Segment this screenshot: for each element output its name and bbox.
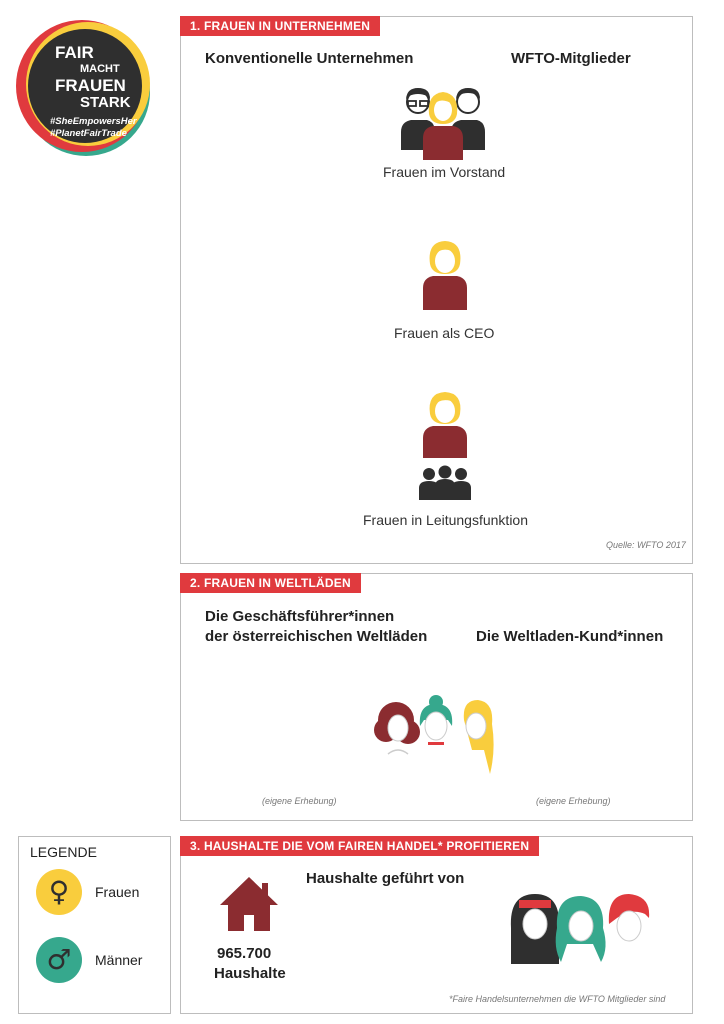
- pie-leitung-konventionell-slice-frauen: [302, 399, 355, 452]
- pie-vorstand-wfto-slice-maenner: [518, 79, 572, 185]
- pie-haushalte-slice-maenner: [333, 890, 386, 947]
- section-3-heading: Haushalte geführt von: [306, 870, 465, 887]
- logo-line4: STARK: [80, 94, 131, 111]
- pie-weltladen-kunden-label-frauen: 80%: [554, 743, 590, 763]
- pie-ceo-konventionell-label-frauen: 9%: [311, 256, 337, 276]
- female-symbol: ♀: [49, 875, 70, 908]
- caption-vorstand: Frauen im Vorstand: [383, 164, 506, 180]
- note-right: (eigene Erhebung): [536, 796, 611, 806]
- household-count: 965.700: [217, 945, 272, 962]
- section-1-left-heading: Konventionelle Unternehmen: [205, 50, 414, 67]
- pie-leitung-wfto-slice-maenner: [519, 399, 572, 504]
- pie-weltladen-geschaeftsfuehrer-slice-frauen: [249, 680, 356, 787]
- ceo-illustration: [423, 241, 467, 310]
- women-faces-illustration: [374, 695, 494, 774]
- diverse-women-illustration: [510, 894, 650, 964]
- pie-ceo-konventionell-slice-frauen: [302, 239, 331, 292]
- pie-vorstand-konventionell-label-frauen: 12%: [306, 96, 342, 116]
- logo-line1: FAIR: [55, 43, 94, 62]
- logo: FAIR MACHT FRAUEN STARK #SheEmpowersHer …: [16, 20, 150, 156]
- pie-haushalte-slice-frauen: [333, 890, 439, 996]
- logo-line2: MACHT: [80, 63, 120, 75]
- pie-leitung-wfto-label-frauen: 54%: [577, 444, 613, 464]
- pie-weltladen-geschaeftsfuehrer-slice-maenner: [254, 680, 302, 733]
- pie-vorstand-wfto-label-maenner: 49%: [531, 124, 567, 144]
- pie-haushalte-label-frauen: 74%: [368, 953, 404, 973]
- pie-vorstand-konventionell-label-maenner: 88%: [274, 146, 310, 166]
- female-symbol-icon: ♀: [36, 869, 82, 915]
- household-count-label: Haushalte: [214, 965, 286, 982]
- legend-panel: [18, 836, 171, 1014]
- legend-men-label: Männer: [95, 952, 143, 968]
- note-left: (eigene Erhebung): [262, 796, 337, 806]
- pie-vorstand-konventionell-slice-frauen: [302, 79, 339, 132]
- source-note: Quelle: WFTO 2017: [606, 540, 686, 550]
- pie-leitung-konventionell-label-maenner: 76%: [274, 466, 310, 486]
- pie-weltladen-geschaeftsfuehrer-label-maenner: 18%: [262, 697, 298, 717]
- logo-tag1: #SheEmpowersHer: [50, 116, 138, 127]
- section-3-banner: 3. HAUSHALTE DIE VOM FAIREN HANDEL* PROF…: [180, 836, 540, 856]
- pie-leitung-wfto-label-maenner: 46%: [531, 444, 567, 464]
- section-1-right-heading: WFTO-Mitglieder: [511, 50, 631, 67]
- section-1-banner: 1. FRAUEN IN UNTERNEHMEN: [180, 16, 381, 36]
- legend-women-label: Frauen: [95, 884, 140, 900]
- pie-weltladen-kunden-slice-frauen: [519, 680, 626, 786]
- board-members-illustration: [401, 88, 485, 160]
- pie-vorstand-wfto-label-frauen: 51%: [577, 124, 613, 144]
- male-symbol-icon: ♂: [36, 937, 82, 983]
- section-2-right-heading: Die Weltladen-Kund*innen: [476, 628, 664, 645]
- section-2-left-heading-2: der österreichischen Weltläden: [205, 628, 428, 645]
- pie-ceo-wfto-slice-frauen: [565, 243, 625, 349]
- legend-title: LEGENDE: [30, 844, 97, 860]
- male-symbol: ♂: [46, 943, 71, 976]
- house-icon: [220, 877, 278, 931]
- pie-ceo-konventionell-label-maenner: 91%: [274, 306, 310, 326]
- logo-tag2: #PlanetFairTrade: [50, 128, 128, 139]
- pie-ceo-wfto-label-maenner: 48%: [531, 288, 567, 308]
- pie-weltladen-kunden-label-maenner: 20%: [532, 697, 568, 717]
- pie-ceo-wfto-label-frauen: 52%: [577, 288, 613, 308]
- pie-haushalte-label-maenner: 26%: [346, 907, 382, 927]
- section-3-footnote: *Faire Handelsunternehmen die WFTO Mitgl…: [449, 994, 666, 1004]
- pie-ceo-wfto-slice-maenner: [518, 243, 572, 349]
- pie-vorstand-konventionell-slice-maenner: [249, 79, 356, 185]
- section-2-left-heading-1: Die Geschäftsführer*innen: [205, 608, 395, 625]
- pie-vorstand-wfto-slice-frauen: [568, 79, 625, 185]
- pie-ceo-konventionell-slice-maenner: [249, 239, 356, 346]
- pie-weltladen-geschaeftsfuehrer-label-frauen: 82%: [284, 743, 320, 763]
- caption-ceo: Frauen als CEO: [394, 325, 495, 341]
- pie-leitung-konventionell-label-frauen: 24%: [306, 416, 342, 436]
- leadership-illustration: [419, 392, 471, 500]
- section-2-banner: 2. FRAUEN IN WELTLÄDEN: [180, 573, 361, 593]
- pie-leitung-wfto-slice-frauen: [558, 399, 626, 505]
- caption-leitung: Frauen in Leitungsfunktion: [363, 512, 528, 528]
- pie-weltladen-kunden-slice-maenner: [521, 680, 572, 733]
- logo-line3: FRAUEN: [55, 76, 126, 95]
